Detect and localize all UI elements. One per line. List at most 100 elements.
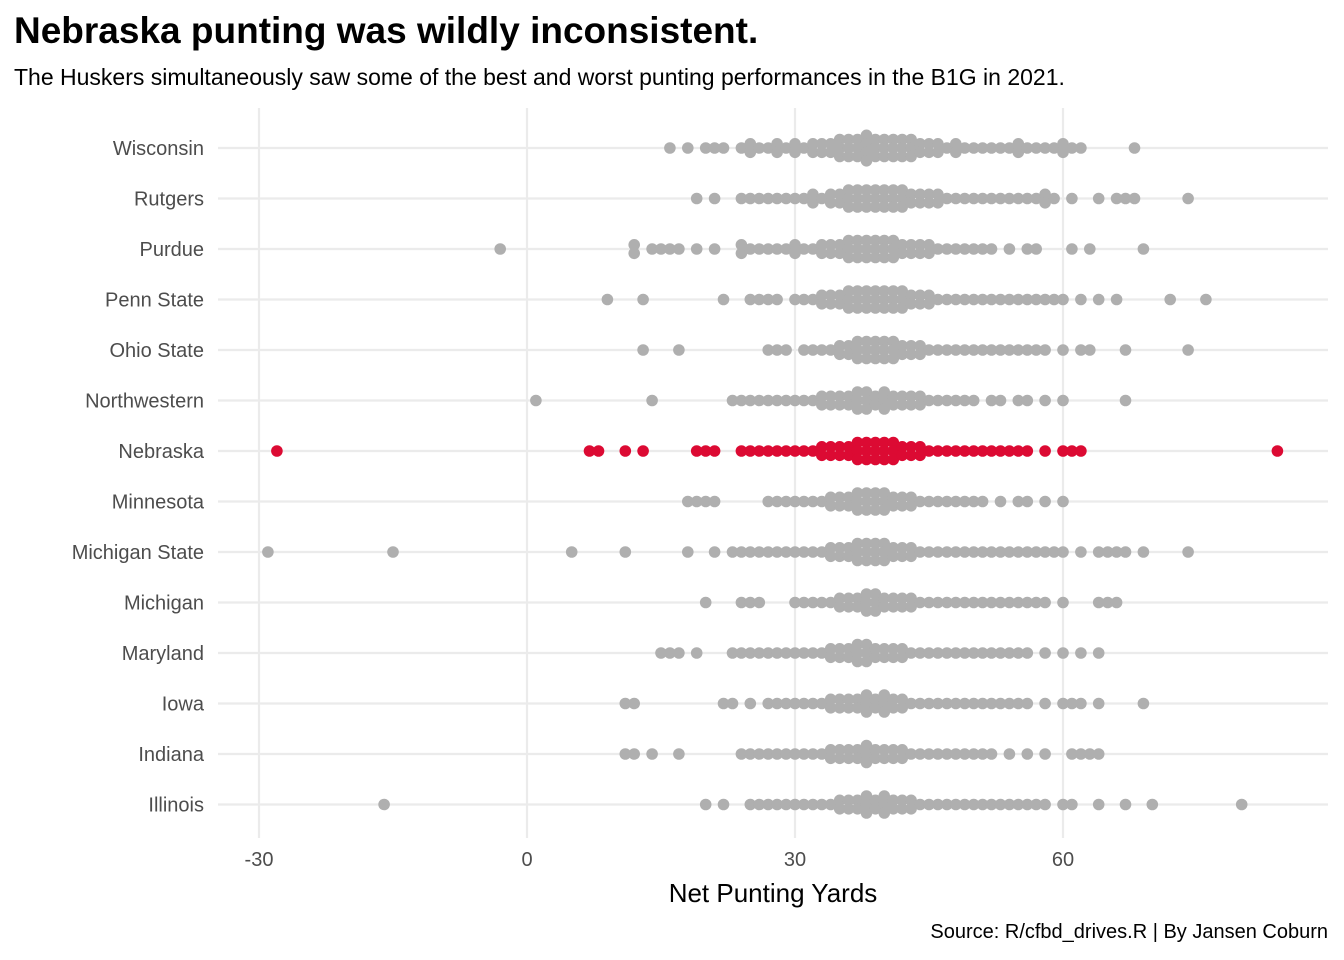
punt-point [896, 239, 908, 251]
punt-point [896, 285, 908, 297]
punt-point [1057, 344, 1069, 356]
punt-point [1066, 192, 1078, 205]
nebraska-punt-point [1003, 445, 1016, 457]
punt-point [789, 798, 801, 811]
punt-point [771, 192, 783, 205]
punt-point [664, 243, 676, 255]
nebraska-punt-point [851, 453, 864, 466]
punt-point [896, 500, 908, 512]
punt-point [833, 550, 846, 563]
punt-point [878, 697, 891, 710]
punt-point [824, 146, 837, 159]
nebraska-punt-point [950, 445, 962, 457]
punt-point [708, 142, 721, 154]
punt-point [887, 803, 900, 815]
punt-point [896, 293, 908, 306]
punt-point [896, 744, 908, 756]
punt-point [967, 647, 980, 659]
punt-point [789, 748, 801, 760]
punt-point [905, 150, 917, 163]
punt-point [860, 588, 873, 600]
punt-point [798, 192, 810, 205]
punt-point [816, 146, 828, 159]
punt-point [958, 546, 971, 558]
punt-point [494, 243, 507, 255]
punt-point [851, 655, 864, 668]
punt-point [869, 596, 882, 609]
nebraska-punt-point [860, 436, 873, 449]
punt-point [762, 293, 774, 306]
punt-point [976, 293, 989, 306]
punt-point [807, 293, 819, 306]
punt-point [842, 285, 855, 297]
punt-point [789, 247, 801, 260]
punt-point [816, 495, 828, 508]
nebraska-punt-point [932, 445, 944, 457]
punt-point [717, 798, 730, 811]
punt-point [717, 697, 730, 710]
punt-point [1137, 546, 1150, 558]
punt-point [860, 537, 873, 550]
punt-point [771, 394, 783, 407]
punt-point [950, 344, 962, 356]
nebraska-punt-point [851, 436, 864, 449]
punt-point [905, 803, 917, 815]
punt-point [798, 748, 810, 760]
punt-point [708, 495, 721, 508]
punt-point [958, 798, 971, 811]
punt-point [816, 748, 828, 760]
punt-point [869, 133, 882, 146]
punt-point [824, 138, 837, 150]
punt-point [1057, 394, 1069, 407]
punt-point [824, 399, 837, 411]
punt-point [914, 546, 926, 558]
x-tick-label: 0 [521, 849, 532, 871]
punt-point [807, 546, 819, 558]
punt-point [887, 752, 900, 765]
punt-point [833, 399, 846, 411]
punt-point [878, 335, 891, 348]
punt-point [798, 546, 810, 558]
punt-point [807, 748, 819, 760]
punt-point [985, 243, 998, 255]
punt-point [860, 798, 873, 811]
punt-point [860, 748, 873, 760]
punt-point [869, 588, 882, 600]
punt-point [565, 546, 578, 558]
punt-point [646, 394, 658, 407]
punt-point [842, 643, 855, 655]
punt-point [780, 697, 792, 710]
punt-point [807, 138, 819, 150]
nebraska-punt-point [869, 445, 882, 457]
punt-point [744, 596, 757, 609]
nebraska-punt-point [1057, 445, 1069, 457]
punt-point [699, 142, 712, 154]
punt-point [985, 748, 998, 760]
x-tick-label: -30 [245, 849, 274, 871]
punt-point [798, 243, 810, 255]
punt-point [860, 335, 873, 348]
punt-point [994, 394, 1007, 407]
punt-point [851, 234, 864, 247]
punt-point [869, 546, 882, 558]
punt-point [842, 651, 855, 664]
punt-point [860, 790, 873, 802]
nebraska-punt-point [833, 441, 846, 453]
punt-point [887, 344, 900, 356]
punt-point [842, 693, 855, 706]
punt-point [905, 348, 917, 361]
punt-point [985, 192, 998, 205]
punt-point [753, 647, 766, 659]
punt-point [1012, 192, 1025, 205]
punt-point [851, 546, 864, 558]
punt-point [878, 352, 891, 365]
punt-point [896, 192, 908, 205]
punt-point [816, 344, 828, 356]
punt-point [869, 352, 882, 365]
punt-point [896, 201, 908, 213]
punt-point [789, 293, 801, 306]
punt-point [762, 546, 774, 558]
punt-point [824, 798, 837, 811]
punt-point [878, 790, 891, 802]
punt-point [1066, 142, 1078, 154]
